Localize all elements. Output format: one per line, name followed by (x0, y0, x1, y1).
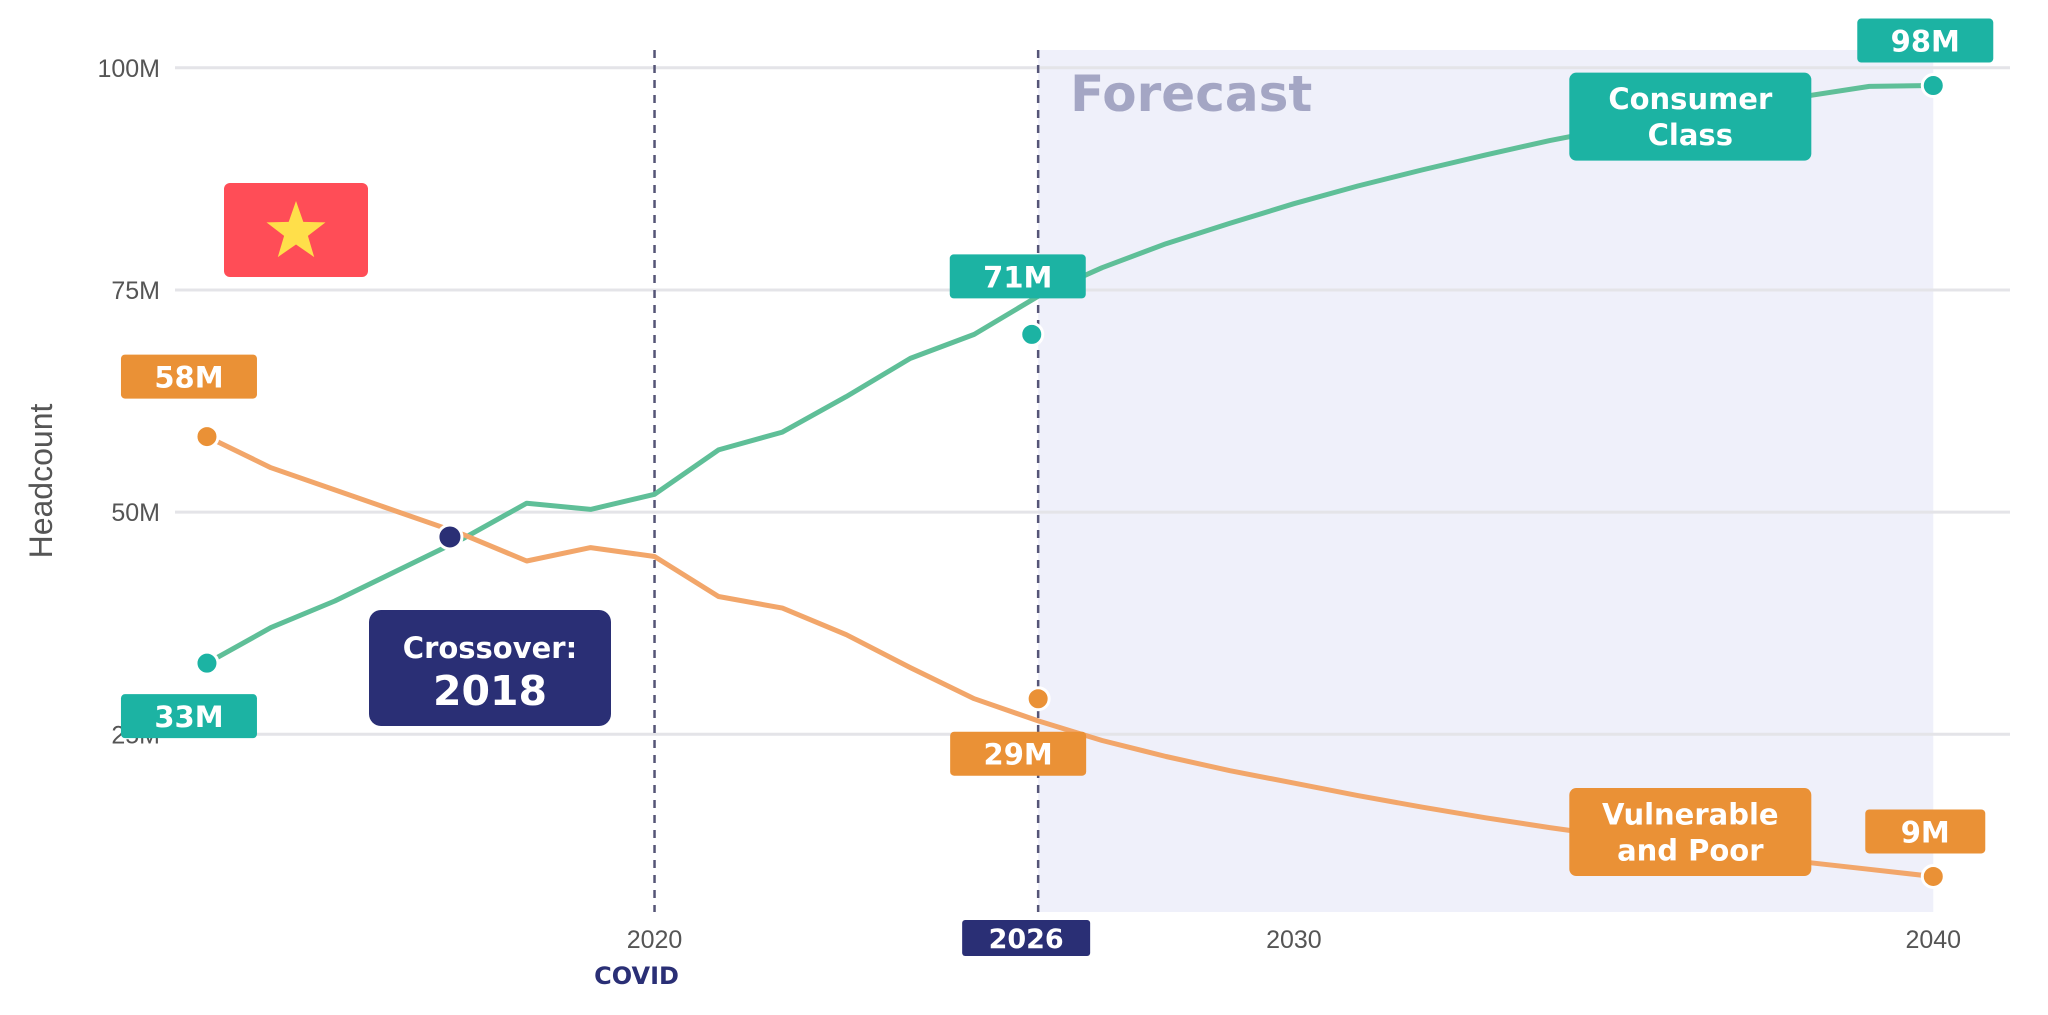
forecast-region (1038, 50, 1934, 912)
value-label-badge (1857, 18, 1994, 63)
series-name-label-text: Class (1648, 118, 1733, 152)
value-label-badge (949, 254, 1086, 299)
y-axis-label: Headcount (23, 404, 59, 559)
crossover-point (436, 523, 464, 551)
y-tick-label: 50M (111, 499, 160, 527)
crossover-title: Crossover: (403, 631, 577, 665)
data-point (1025, 686, 1051, 712)
forecast-label: Forecast (1070, 65, 1312, 123)
data-point (194, 650, 220, 676)
event-label: COVID (594, 962, 679, 990)
y-tick-label: 100M (97, 55, 160, 83)
x-tick-label: 2030 (1266, 926, 1322, 954)
series-name-label-text: Consumer (1608, 82, 1773, 116)
y-tick-label: 75M (111, 277, 160, 305)
data-point (194, 424, 220, 450)
value-label-badge (1865, 809, 1986, 854)
data-point (1019, 321, 1045, 347)
series-name-label-text: and Poor (1617, 834, 1764, 868)
series-name-label-text: Vulnerable (1602, 797, 1779, 831)
value-label: 58M (154, 361, 223, 395)
x-tick-label: 2020 (627, 926, 683, 954)
crossover-callout (369, 610, 611, 726)
value-label: 29M (984, 738, 1053, 772)
series-name-label (1569, 788, 1812, 877)
data-point (1920, 73, 1946, 99)
value-label-badge (950, 731, 1087, 776)
data-point (1920, 863, 1946, 889)
x-tick-label: 2026 (989, 924, 1064, 955)
value-label: 33M (154, 700, 223, 734)
crossover-year: 2018 (433, 667, 547, 715)
star-icon (266, 201, 326, 258)
value-label-badge (120, 694, 257, 739)
x-tick-highlight (962, 920, 1091, 956)
series-name-label (1569, 72, 1812, 161)
value-label: 9M (1901, 815, 1950, 849)
value-label-badge (120, 354, 257, 399)
x-tick-label: 2040 (1905, 926, 1961, 954)
value-label: 71M (983, 260, 1052, 294)
value-label: 98M (1891, 25, 1960, 59)
